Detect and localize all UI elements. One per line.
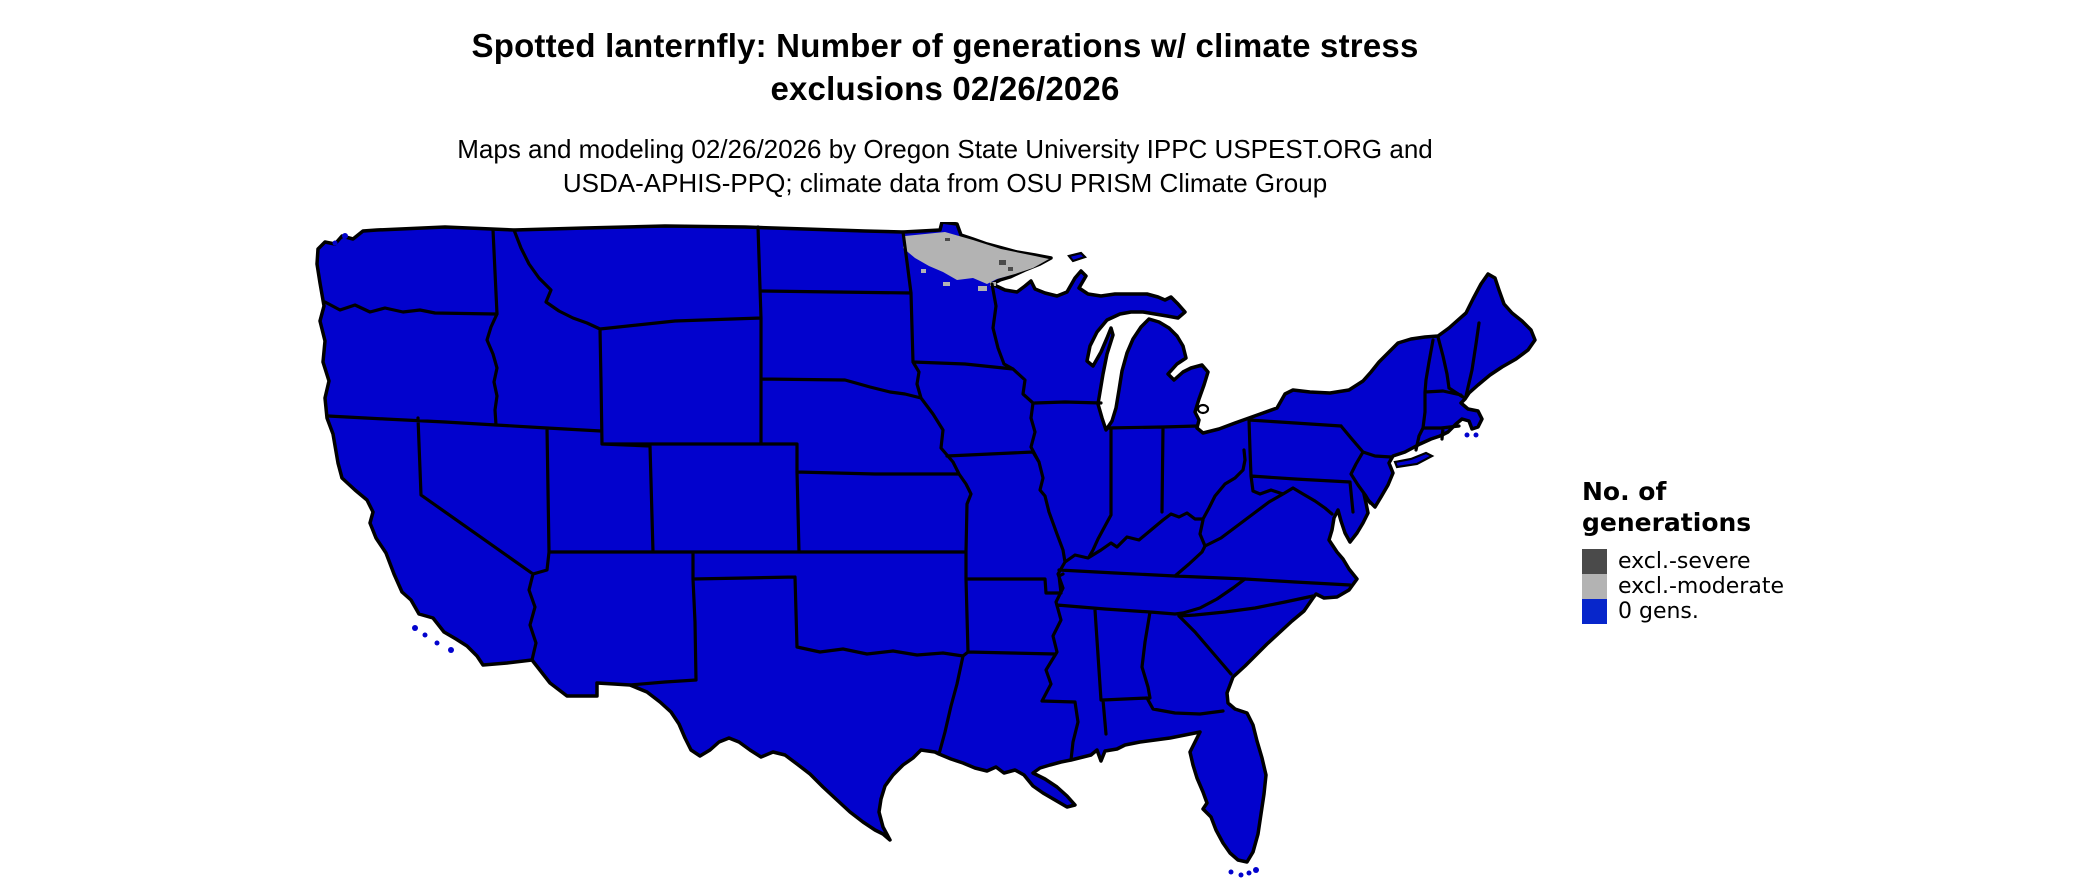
us-generations-map: [245, 220, 1545, 882]
channel-island: [422, 632, 428, 638]
map-subtitle-line1: Maps and modeling 02/26/2026 by Oregon S…: [457, 134, 1433, 164]
nantucket-island: [1464, 432, 1470, 438]
florida-keys-island: [1238, 872, 1244, 878]
legend-swatch-excl-moderate: [1582, 574, 1607, 599]
map-title: Spotted lanternfly: Number of generation…: [0, 24, 1890, 110]
legend-title-line1: No. of: [1582, 477, 1667, 506]
san-juan-island: [332, 240, 338, 246]
legend-title-line2: generations: [1582, 508, 1752, 537]
map-nation-silhouette: [315, 220, 1537, 864]
legend-swatch-excl-severe: [1582, 549, 1607, 574]
map-subtitle: Maps and modeling 02/26/2026 by Oregon S…: [0, 132, 1890, 200]
map-title-line2: exclusions 02/26/2026: [770, 70, 1120, 107]
san-juan-island: [342, 233, 348, 239]
legend-row-excl-moderate: excl.-moderate: [1582, 574, 1912, 599]
marthas-vineyard-island: [1473, 432, 1479, 438]
legend-row-0-gens: 0 gens.: [1582, 599, 1912, 624]
channel-island: [434, 640, 440, 646]
moderate-exclusion-speck: [978, 286, 987, 291]
legend-row-excl-severe: excl.-severe: [1582, 549, 1912, 574]
severe-exclusion-speck: [1008, 267, 1013, 271]
moderate-exclusion-speck: [921, 269, 926, 273]
map-legend: No. of generations excl.-severe excl.-mo…: [1582, 476, 1912, 624]
long-island: [1393, 451, 1435, 469]
map-subtitle-line2: USDA-APHIS-PPQ; climate data from OSU PR…: [562, 168, 1328, 198]
legend-title: No. of generations: [1582, 476, 1912, 538]
channel-island: [412, 625, 418, 631]
florida-keys-island: [1246, 870, 1252, 876]
severe-exclusion-speck: [999, 260, 1006, 265]
legend-label-excl-moderate: excl.-moderate: [1618, 574, 1784, 599]
florida-keys-island: [1253, 867, 1259, 873]
moderate-exclusion-speck: [943, 282, 950, 286]
isle-royale-island: [1067, 251, 1088, 263]
lake-st-clair: [1196, 403, 1210, 415]
us-map-svg: [315, 220, 1537, 878]
severe-exclusion-speck: [945, 238, 950, 241]
map-title-line1: Spotted lanternfly: Number of generation…: [471, 27, 1419, 64]
channel-island: [448, 647, 454, 653]
legend-items: excl.-severe excl.-moderate 0 gens.: [1582, 549, 1912, 624]
state-borders: [323, 225, 1481, 762]
florida-keys-island: [1228, 869, 1234, 875]
legend-label-excl-severe: excl.-severe: [1618, 549, 1751, 574]
legend-label-0-gens: 0 gens.: [1618, 599, 1699, 624]
legend-swatch-0-gens: [1582, 599, 1607, 624]
